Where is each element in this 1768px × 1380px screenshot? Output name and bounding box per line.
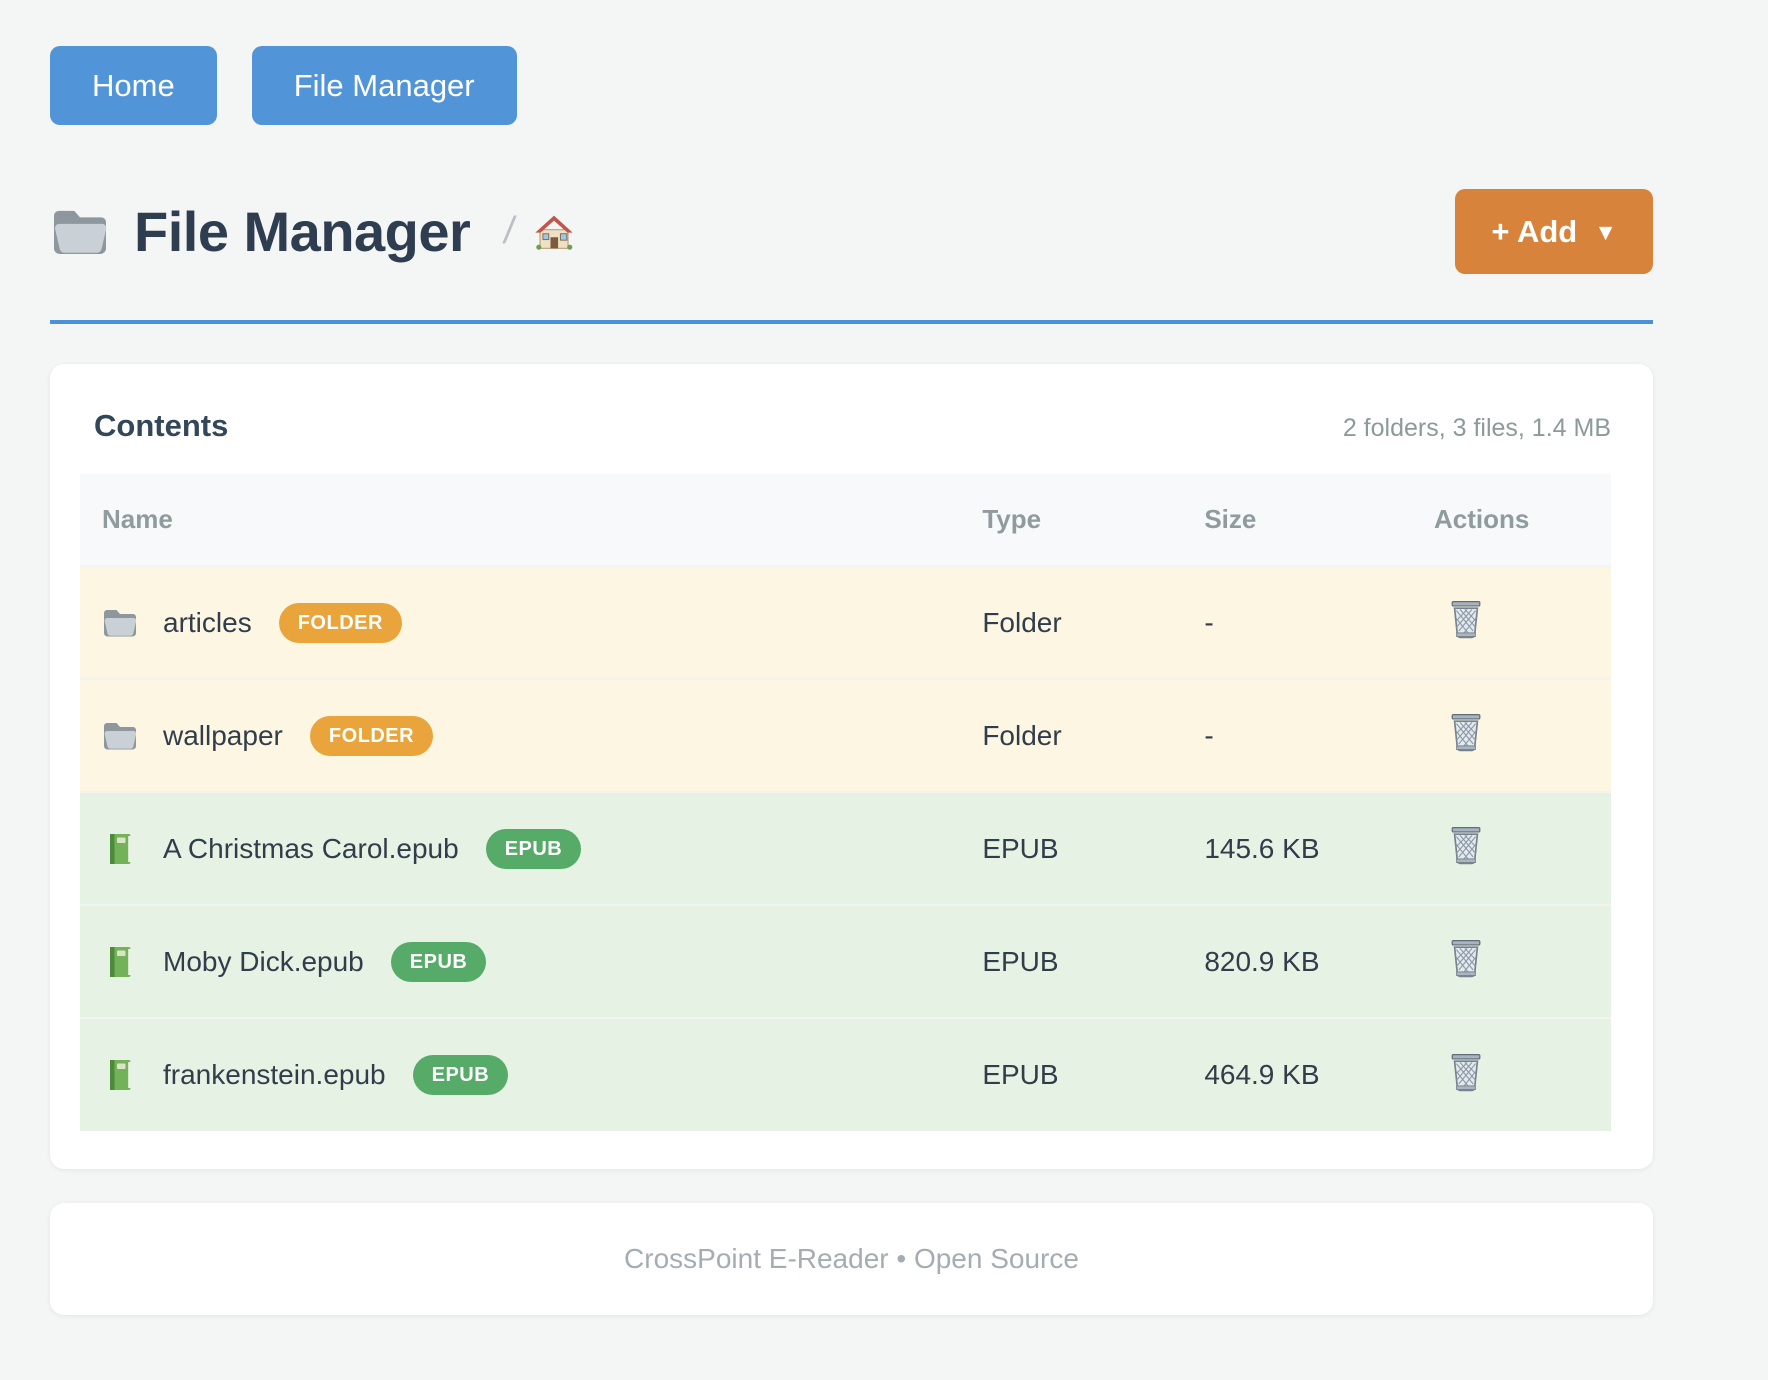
type-cell: EPUB — [960, 1017, 1183, 1131]
nav-file-manager-button[interactable]: File Manager — [251, 46, 517, 125]
type-cell: EPUB — [960, 791, 1183, 905]
contents-heading: Contents — [94, 408, 229, 443]
delete-button[interactable] — [1448, 711, 1484, 753]
page-title: File Manager — [134, 200, 471, 263]
file-table: Name Type Size Actions articles FOLDER F… — [80, 474, 1611, 1131]
type-badge: EPUB — [485, 828, 582, 869]
contents-card: Contents 2 folders, 3 files, 1.4 MB Name… — [50, 364, 1653, 1169]
add-button-label: + Add — [1491, 214, 1578, 249]
file-name[interactable]: frankenstein.epub — [163, 1059, 386, 1090]
type-cell: EPUB — [960, 904, 1183, 1018]
table-row: Moby Dick.epub EPUB EPUB 820.9 KB — [80, 904, 1611, 1018]
page: Home File Manager File Manager / — [50, 0, 1653, 1375]
file-name[interactable]: articles — [163, 606, 252, 638]
size-cell: - — [1182, 565, 1412, 679]
home-icon[interactable] — [533, 212, 575, 252]
trash-icon — [1451, 827, 1481, 865]
size-cell: - — [1182, 678, 1412, 792]
epub-book-icon — [110, 1060, 131, 1090]
delete-button[interactable] — [1448, 824, 1484, 866]
type-badge: EPUB — [412, 1055, 509, 1095]
table-row: articles FOLDER Folder - — [80, 565, 1611, 679]
contents-summary: 2 folders, 3 files, 1.4 MB — [1342, 414, 1611, 442]
caret-down-icon: ▼ — [1594, 219, 1617, 245]
page-header: File Manager / + Add ▼ — [50, 189, 1653, 274]
footer: CrossPoint E-Reader • Open Source — [50, 1203, 1653, 1315]
size-cell: 820.9 KB — [1182, 904, 1412, 1018]
size-cell: 145.6 KB — [1182, 791, 1412, 905]
file-name[interactable]: wallpaper — [163, 719, 283, 751]
folder-icon — [54, 210, 107, 254]
trash-icon — [1451, 1053, 1481, 1091]
table-row: wallpaper FOLDER Folder - — [80, 678, 1611, 792]
nav-home-button[interactable]: Home — [50, 46, 217, 125]
file-name[interactable]: Moby Dick.epub — [163, 945, 364, 977]
epub-book-icon — [110, 833, 131, 864]
folder-icon — [104, 722, 137, 749]
type-badge: FOLDER — [309, 715, 434, 756]
type-badge: EPUB — [390, 941, 487, 982]
column-header-size: Size — [1182, 474, 1412, 566]
add-button[interactable]: + Add ▼ — [1455, 189, 1653, 274]
breadcrumb: / — [501, 210, 575, 253]
delete-button[interactable] — [1448, 1051, 1484, 1093]
size-cell: 464.9 KB — [1182, 1017, 1412, 1131]
table-row: frankenstein.epub EPUB EPUB 464.9 KB — [80, 1017, 1611, 1131]
epub-book-icon — [110, 946, 131, 977]
breadcrumb-separator: / — [501, 210, 518, 252]
type-cell: Folder — [960, 678, 1183, 792]
file-name[interactable]: A Christmas Carol.epub — [163, 832, 459, 864]
column-header-name: Name — [80, 474, 961, 566]
trash-icon — [1451, 601, 1481, 639]
title-group: File Manager / — [50, 199, 575, 264]
top-nav: Home File Manager — [50, 46, 1653, 125]
type-cell: Folder — [960, 565, 1183, 679]
delete-button[interactable] — [1448, 598, 1484, 640]
table-row: A Christmas Carol.epub EPUB EPUB 145.6 K… — [80, 791, 1611, 905]
type-badge: FOLDER — [278, 602, 402, 643]
footer-text: CrossPoint E-Reader • Open Source — [624, 1243, 1079, 1274]
column-header-actions: Actions — [1411, 474, 1611, 566]
file-table-body: articles FOLDER Folder - wallpaper FOLDE… — [80, 565, 1611, 1131]
trash-icon — [1451, 940, 1481, 978]
column-header-type: Type — [960, 474, 1183, 566]
trash-icon — [1451, 714, 1481, 752]
title-divider — [50, 320, 1653, 324]
folder-icon — [104, 609, 137, 636]
table-header-row: Name Type Size Actions — [80, 474, 1611, 566]
delete-button[interactable] — [1448, 937, 1484, 979]
